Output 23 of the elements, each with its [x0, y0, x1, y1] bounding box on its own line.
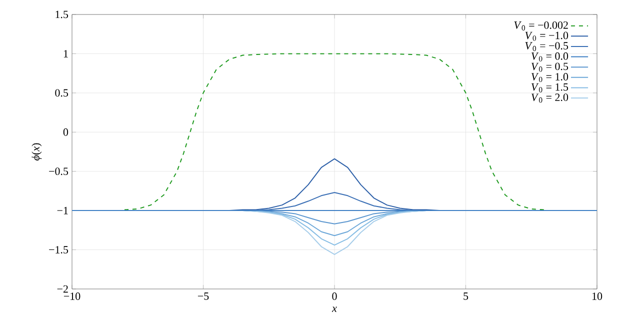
y-tick-label: −0.5: [49, 168, 68, 176]
y-tick-label: 1: [64, 50, 68, 58]
y-tick-label: −1: [57, 206, 68, 214]
y-tick-label: 1.5: [56, 10, 68, 18]
legend-label: V$_{0}$ = −0.002: [514, 21, 568, 30]
legend-label: V$_{0}$ = 0.0: [531, 52, 568, 62]
y-tick-label: −1.5: [49, 246, 68, 254]
y-axis-title: ϕ(x): [32, 143, 42, 160]
x-tick-label: −5: [198, 292, 209, 300]
x-tick-label: 10: [592, 292, 602, 300]
x-tick-label: 0: [332, 292, 337, 300]
legend-label: V$_{0}$ = 2.0: [531, 94, 568, 103]
x-tick-label: 5: [464, 292, 468, 300]
legend-label: V$_{0}$ = 1.5: [531, 83, 568, 92]
x-tick-label: −10: [64, 292, 80, 300]
y-tick-label: 0.5: [55, 89, 68, 97]
x-axis-title: x: [332, 306, 337, 312]
legend-label: V$_{0}$ = −1.0: [525, 32, 568, 41]
legend-label: V$_{0}$ = 1.0: [531, 73, 568, 82]
y-tick-label: −2: [57, 285, 68, 293]
legend-label: V$_{0}$ = 0.5: [531, 62, 568, 72]
y-tick-label: 0: [63, 128, 68, 136]
legend-label: V$_{0}$ = −0.5: [525, 42, 568, 52]
